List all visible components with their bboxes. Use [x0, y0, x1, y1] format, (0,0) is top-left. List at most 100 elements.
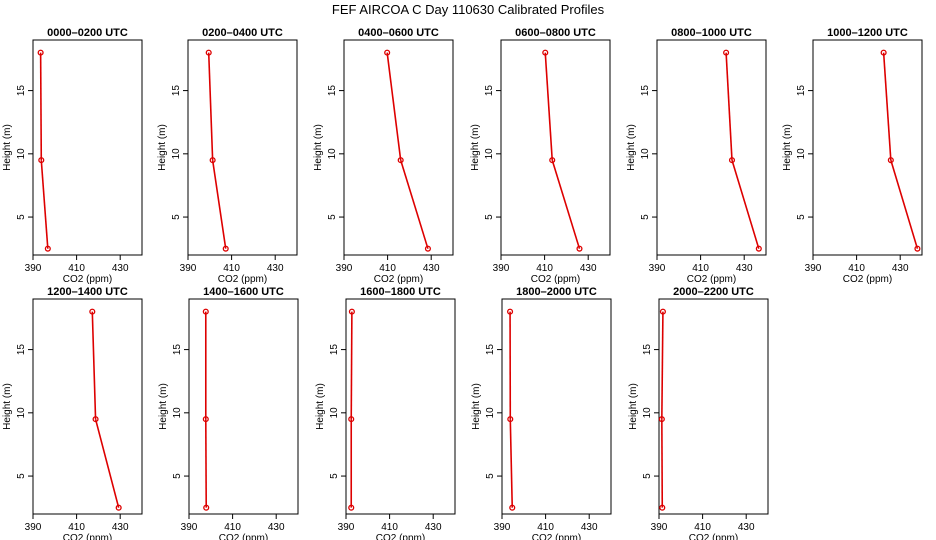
- y-tick-label: 10: [171, 148, 182, 160]
- data-point: [384, 49, 391, 56]
- profile-line-segment: [661, 311, 664, 420]
- profile-line-segment: [40, 160, 49, 249]
- data-point: [397, 157, 404, 164]
- y-tick-label: 10: [16, 148, 27, 160]
- profile-line-segment: [211, 160, 227, 249]
- plot-frame: [656, 39, 767, 256]
- y-axis-label: Height (m): [157, 124, 168, 171]
- profile-panel: 1200–1400 UTC 390 410 430 5 10 15 CO2 (ppm) Heig…: [2, 286, 143, 540]
- x-tick-label: 390: [649, 263, 666, 274]
- data-point: [755, 245, 762, 252]
- plot-frame: [188, 298, 299, 515]
- x-tick-label: 430: [425, 522, 442, 533]
- data-point: [914, 245, 921, 252]
- data-point: [542, 49, 549, 56]
- plot-frame: [345, 298, 456, 515]
- y-tick-label: 15: [796, 85, 807, 97]
- x-tick-label: 410: [537, 522, 554, 533]
- profile-panel: 0200–0400 UTC 390 410 430 5 10 15 CO2 (ppm) Heig…: [157, 27, 298, 285]
- data-point: [203, 504, 210, 511]
- data-point: [222, 245, 229, 252]
- x-tick-label: 430: [112, 522, 129, 533]
- y-tick-label: 10: [796, 148, 807, 160]
- y-tick-label: 5: [171, 214, 182, 220]
- x-axis-label: CO2 (ppm): [843, 274, 892, 285]
- y-tick-label: 15: [484, 85, 495, 97]
- x-axis-label: CO2 (ppm): [218, 274, 267, 285]
- plot-frame: [500, 39, 611, 256]
- x-axis-label: CO2 (ppm): [531, 274, 580, 285]
- x-tick-label: 410: [692, 263, 709, 274]
- x-tick-label: 410: [848, 263, 865, 274]
- profile-line-segment: [350, 311, 353, 420]
- x-tick-label: 390: [493, 263, 510, 274]
- y-axis-label: Height (m): [626, 124, 637, 171]
- profile-line-segment: [890, 159, 919, 249]
- x-tick-label: 410: [223, 263, 240, 274]
- y-axis-label: Height (m): [313, 124, 324, 171]
- x-axis-label: CO2 (ppm): [532, 533, 581, 540]
- profile-panel: 0600–0800 UTC 390 410 430 5 10 15 CO2 (ppm) Heig…: [470, 27, 611, 285]
- x-tick-label: 430: [738, 522, 755, 533]
- profile-panel: 2000–2200 UTC 390 410 430 5 10 15 CO2 (ppm) Heig…: [628, 286, 769, 540]
- x-tick-label: 390: [651, 522, 668, 533]
- data-point: [728, 157, 736, 164]
- data-point: [92, 416, 99, 423]
- data-point: [659, 308, 666, 315]
- plot-frame: [658, 298, 769, 515]
- y-tick-label: 15: [16, 344, 27, 356]
- data-point: [659, 504, 666, 511]
- profile-panel: 1400–1600 UTC 390 410 430 5 10 15 CO2 (ppm) Heig…: [158, 286, 299, 540]
- profile-line-segment: [725, 52, 733, 161]
- data-point: [37, 49, 44, 56]
- panel-title: 1400–1600 UTC: [203, 286, 284, 298]
- data-point: [348, 416, 355, 423]
- x-tick-label: 410: [68, 522, 85, 533]
- profile-line-segment: [551, 159, 581, 249]
- panel-title: 1800–2000 UTC: [516, 286, 597, 298]
- x-tick-label: 410: [536, 263, 553, 274]
- x-tick-label: 430: [581, 522, 598, 533]
- x-tick-label: 410: [68, 263, 85, 274]
- profile-line-segment: [207, 52, 214, 161]
- x-tick-label: 410: [224, 522, 241, 533]
- panel-title: 0400–0600 UTC: [358, 27, 439, 39]
- x-tick-label: 430: [736, 263, 753, 274]
- y-tick-label: 5: [642, 473, 653, 479]
- plot-frame: [32, 298, 143, 515]
- panel-title: 0000–0200 UTC: [47, 27, 128, 39]
- y-tick-label: 5: [172, 473, 183, 479]
- y-tick-label: 15: [16, 85, 27, 97]
- profile-line-segment: [882, 52, 892, 161]
- data-point: [507, 416, 514, 423]
- profile-line-segment: [94, 418, 120, 508]
- data-point: [576, 245, 583, 252]
- profile-panel: 0400–0600 UTC 390 410 430 5 10 15 CO2 (ppm) Heig…: [313, 27, 454, 285]
- x-axis-label: CO2 (ppm): [689, 533, 738, 540]
- y-axis-label: Height (m): [2, 383, 13, 430]
- panel-title: 1000–1200 UTC: [827, 27, 908, 39]
- panel-title: 0200–0400 UTC: [202, 27, 283, 39]
- panel-title: 0600–0800 UTC: [515, 27, 596, 39]
- data-point: [205, 49, 212, 56]
- y-tick-label: 15: [172, 344, 183, 356]
- y-tick-label: 5: [485, 473, 496, 479]
- x-axis-label: CO2 (ppm): [219, 533, 268, 540]
- x-tick-label: 410: [379, 263, 396, 274]
- y-tick-label: 15: [642, 344, 653, 356]
- x-tick-label: 390: [494, 522, 511, 533]
- y-tick-label: 10: [327, 148, 338, 160]
- y-tick-label: 5: [16, 473, 27, 479]
- x-tick-label: 430: [580, 263, 597, 274]
- y-axis-label: Height (m): [315, 383, 326, 430]
- data-point: [549, 157, 556, 164]
- y-axis-label: Height (m): [470, 124, 481, 171]
- panel-title: 2000–2200 UTC: [673, 286, 754, 298]
- x-tick-label: 390: [180, 263, 197, 274]
- profile-panel: 0800–1000 UTC 390 410 430 5 10 15 CO2 (ppm) Heig…: [626, 27, 767, 285]
- profile-line-segment: [731, 159, 760, 249]
- data-point: [115, 504, 122, 511]
- data-point: [209, 157, 216, 164]
- data-point: [887, 157, 894, 164]
